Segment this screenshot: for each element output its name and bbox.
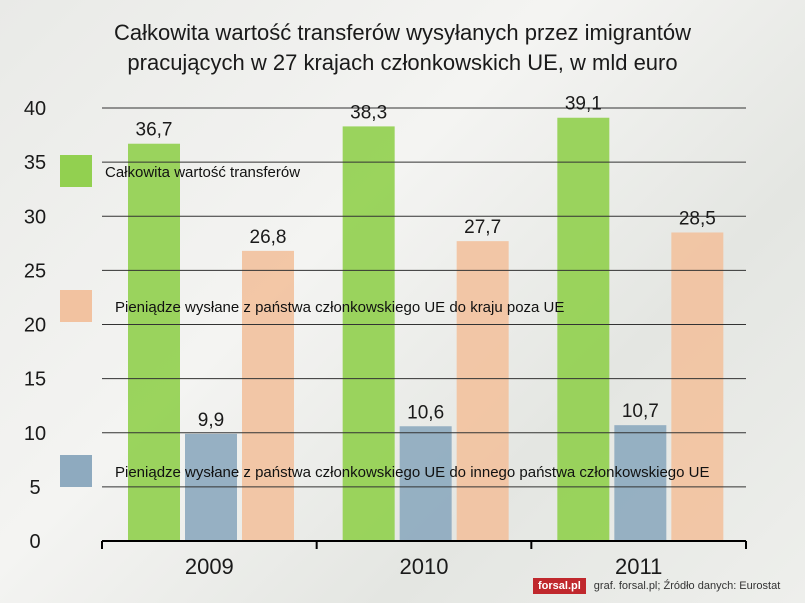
y-tick-label: 25	[24, 260, 46, 282]
legend-label: Pieniądze wysłane z państwa członkowskie…	[115, 299, 564, 316]
bar	[185, 433, 237, 541]
legend-label: Całkowita wartość transferów	[105, 164, 300, 181]
x-tick-label: 2011	[615, 554, 662, 579]
y-tick-label: 35	[24, 152, 46, 174]
legend-swatch	[60, 290, 92, 322]
y-tick-label: 5	[29, 477, 40, 499]
bar	[557, 117, 610, 542]
bar	[671, 232, 724, 542]
data-label: 36,7	[136, 120, 173, 141]
x-tick-label: 2010	[400, 554, 449, 579]
legend-label: Pieniądze wysłane z państwa członkowskie…	[115, 464, 710, 481]
data-label: 9,9	[198, 410, 224, 431]
source-note: graf. forsal.pl; Źródło danych: Eurostat	[593, 580, 781, 592]
y-tick-label: 40	[24, 98, 46, 120]
bar	[399, 426, 452, 541]
data-label: 28,5	[679, 208, 716, 229]
data-label: 10,7	[622, 401, 659, 422]
chart-title-line-1: Całkowita wartość transferów wysyłanych …	[113, 20, 692, 45]
footer: forsal.pl graf. forsal.pl; Źródło danych…	[533, 576, 780, 596]
y-tick-label: 0	[29, 531, 40, 553]
chart-title-line-2: pracujących w 27 krajach członkowskich U…	[127, 50, 678, 75]
data-label: 27,7	[464, 217, 501, 238]
y-tick-label: 10	[24, 423, 46, 445]
forsal-logo: forsal.pl	[533, 578, 586, 594]
y-tick-label: 20	[24, 315, 46, 337]
bar	[456, 241, 509, 541]
bar	[614, 425, 667, 541]
data-label: 26,8	[250, 227, 287, 248]
y-tick-label: 15	[24, 369, 46, 391]
data-label: 38,3	[350, 102, 387, 123]
chart-title: Całkowita wartość transferów wysyłanych …	[20, 18, 785, 78]
data-label: 39,1	[565, 94, 602, 115]
legend-swatch	[60, 155, 92, 187]
bar	[342, 126, 395, 541]
y-tick-label: 30	[24, 206, 46, 228]
data-label: 10,6	[407, 402, 444, 423]
x-tick-label: 2009	[185, 554, 234, 579]
legend-swatch	[60, 455, 92, 487]
bar	[128, 143, 180, 541]
bar	[242, 250, 294, 541]
